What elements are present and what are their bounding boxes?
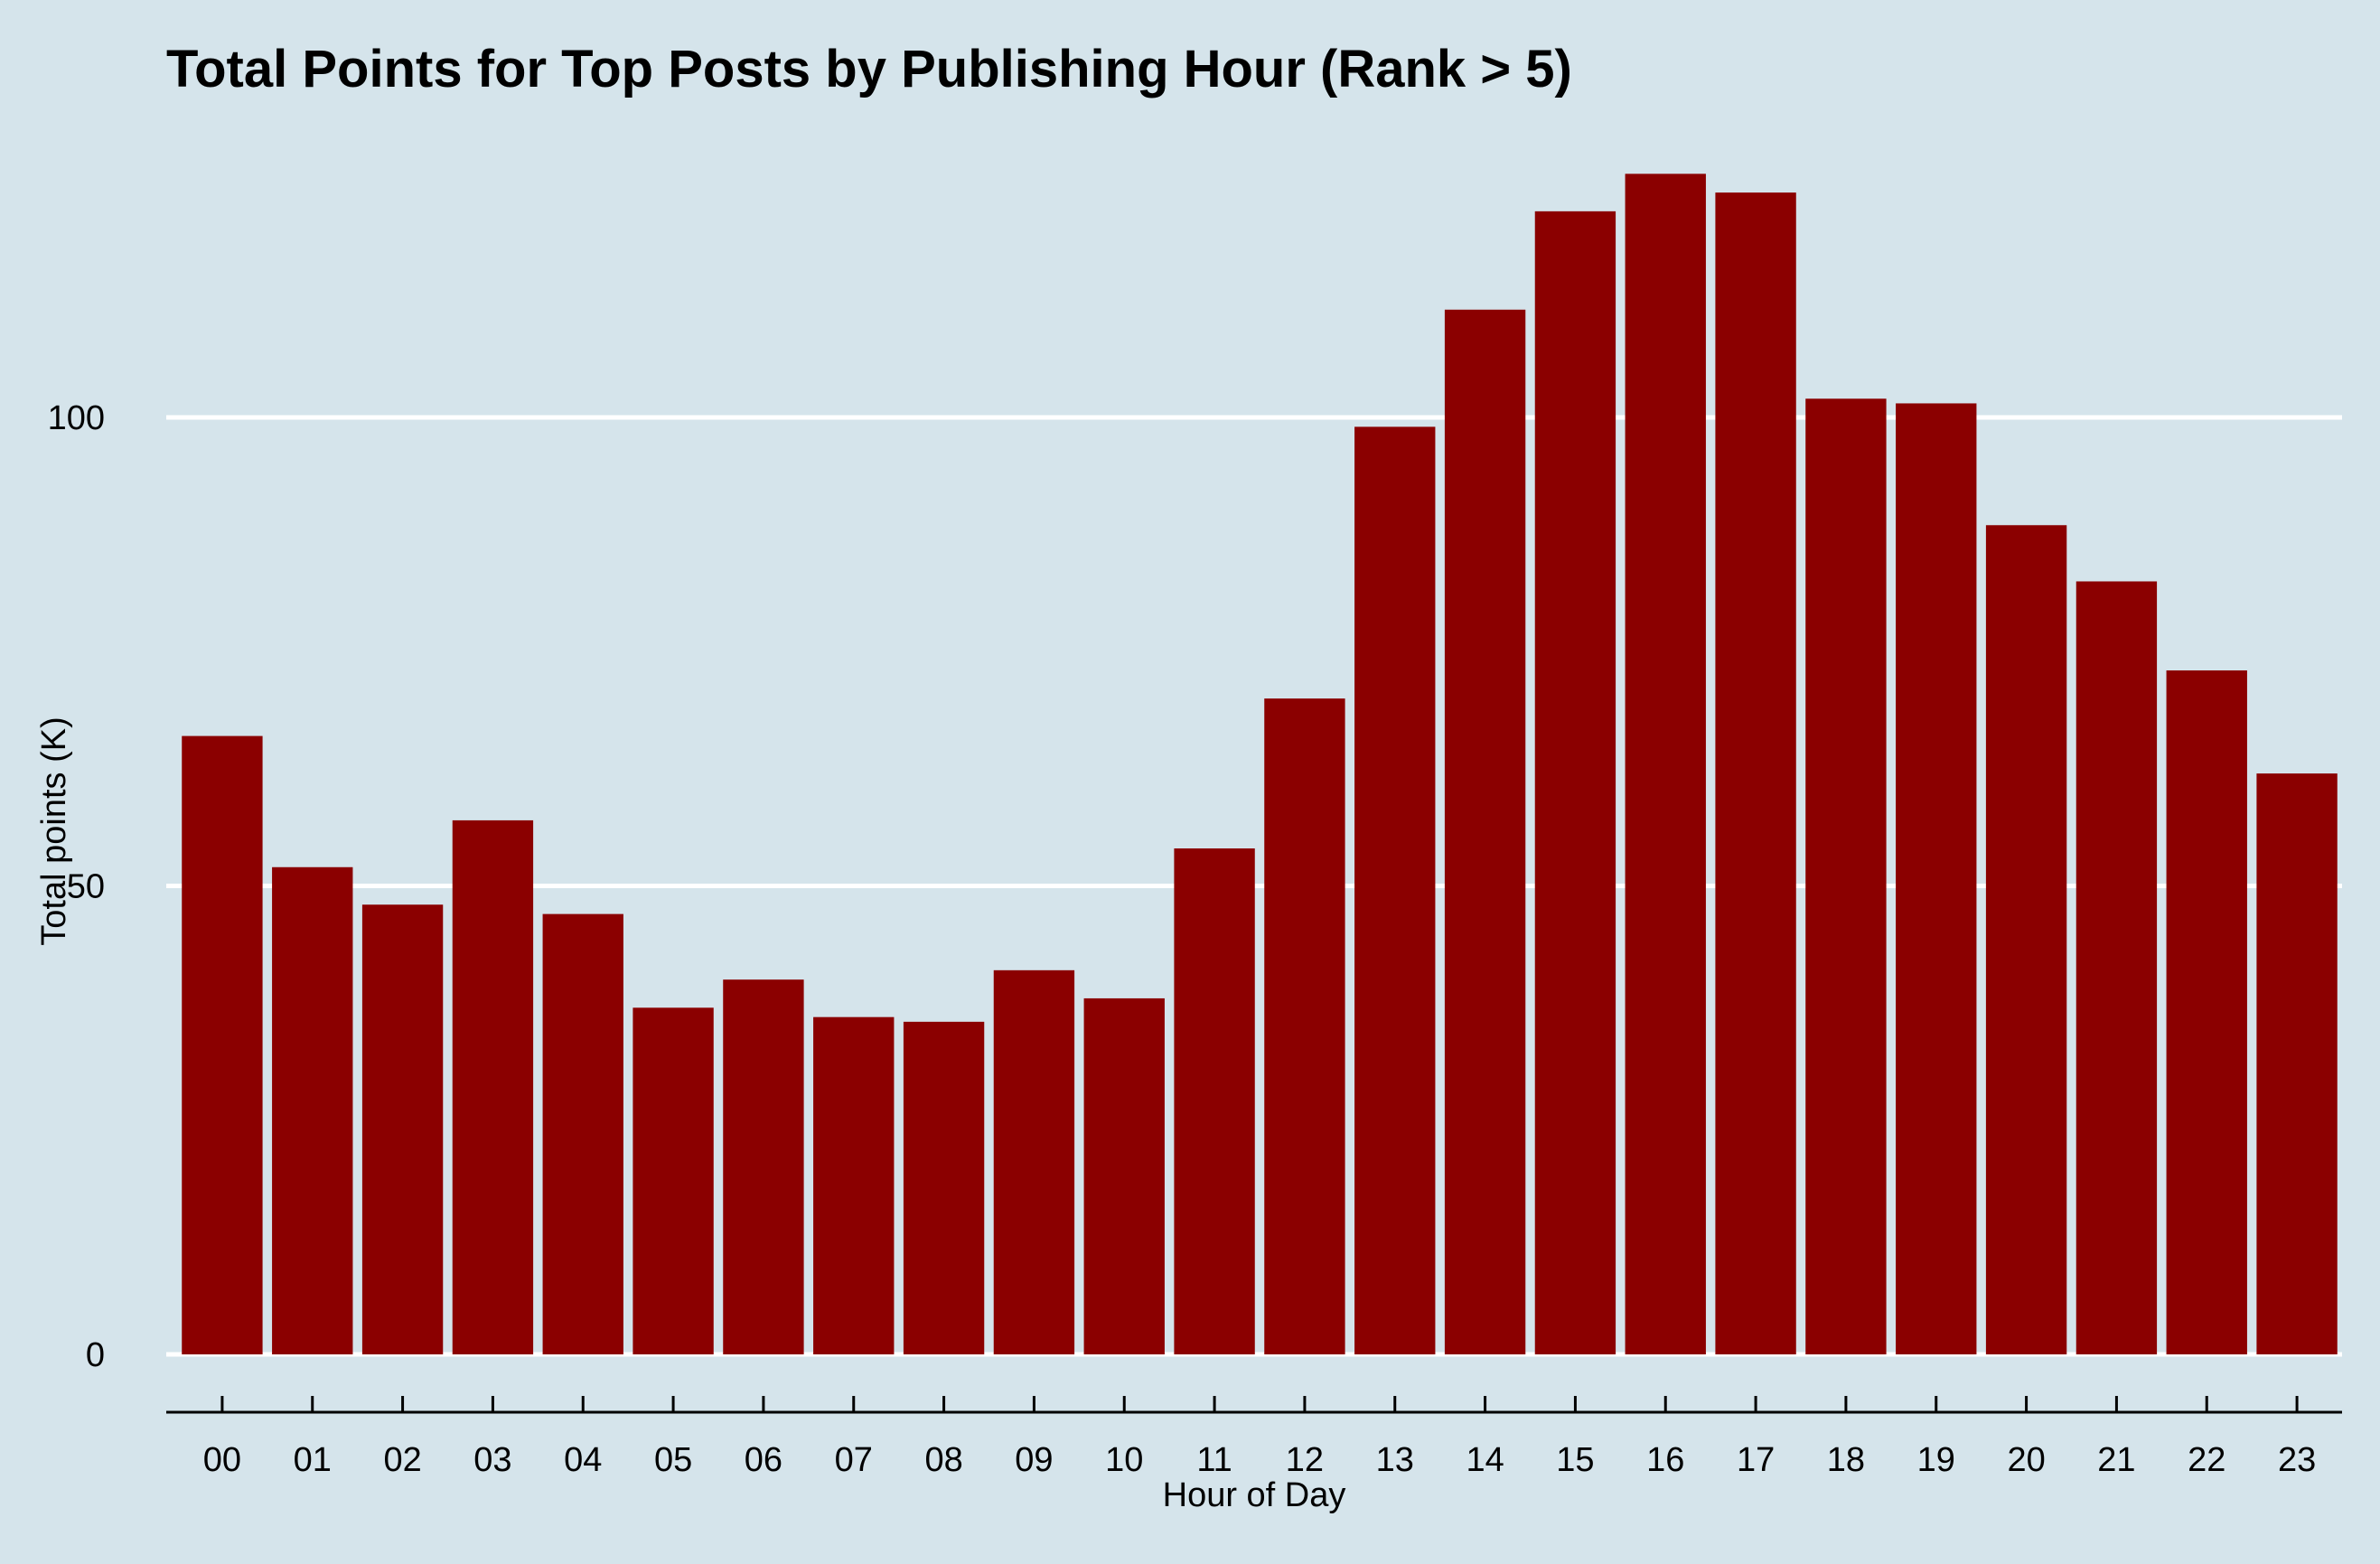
x-tick-label: 23 <box>2278 1441 2316 1479</box>
x-tick-label: 06 <box>745 1441 782 1479</box>
bar-hour-23 <box>2256 773 2338 1354</box>
x-tick-label: 05 <box>654 1441 692 1479</box>
bar-hour-00 <box>182 735 263 1354</box>
bar-hour-12 <box>1264 698 1345 1354</box>
bar-hour-13 <box>1354 426 1436 1354</box>
x-tick-label: 03 <box>473 1441 511 1479</box>
bar-hour-08 <box>903 1021 985 1354</box>
x-tick-label: 01 <box>294 1441 332 1479</box>
x-tick-label: 12 <box>1286 1441 1324 1479</box>
bar-hour-16 <box>1625 173 1706 1354</box>
x-tick-label: 19 <box>1917 1441 1955 1479</box>
x-tick-label: 07 <box>835 1441 873 1479</box>
bar-hour-02 <box>361 904 444 1354</box>
bar-hour-21 <box>2075 581 2158 1354</box>
y-axis-ticks: 0 50 100 <box>48 399 105 1374</box>
bar-hour-06 <box>723 979 804 1354</box>
bar-hour-04 <box>542 913 623 1354</box>
bar-hour-14 <box>1444 309 1526 1354</box>
chart-title: Total Points for Top Posts by Publishing… <box>166 40 1572 98</box>
bar-hour-11 <box>1174 848 1255 1354</box>
x-tick-label: 04 <box>564 1441 602 1479</box>
bar-hour-10 <box>1083 997 1165 1354</box>
bar-hour-22 <box>2166 670 2247 1354</box>
y-tick-label: 0 <box>86 1336 105 1374</box>
x-tick-label: 22 <box>2188 1441 2225 1479</box>
bar-hour-05 <box>632 1007 714 1354</box>
bar-hour-15 <box>1534 211 1616 1355</box>
bar-hour-07 <box>813 1016 895 1354</box>
bar-hour-20 <box>1985 525 2067 1354</box>
x-tick-label: 13 <box>1376 1441 1414 1479</box>
bar-hour-09 <box>993 969 1075 1354</box>
x-axis: 00 01 02 03 04 05 06 07 08 09 10 11 12 13 14 15 16 17 18 19… <box>166 1396 2342 1479</box>
x-tick-label: 14 <box>1466 1441 1504 1479</box>
x-tick-label: 08 <box>924 1441 962 1479</box>
x-tick-label: 02 <box>383 1441 421 1479</box>
y-tick-label: 50 <box>67 868 105 906</box>
x-tick-label: 18 <box>1827 1441 1865 1479</box>
x-tick-label: 09 <box>1015 1441 1053 1479</box>
bar-hour-01 <box>272 866 353 1354</box>
x-tick-label: 21 <box>2097 1441 2135 1479</box>
x-tick-label: 00 <box>203 1441 241 1479</box>
bar-hour-03 <box>452 819 534 1354</box>
x-tick-label: 20 <box>2007 1441 2045 1479</box>
bar-hour-19 <box>1896 403 1977 1354</box>
bar-hour-18 <box>1805 398 1887 1354</box>
x-tick-label: 17 <box>1737 1441 1775 1479</box>
x-tick-label: 10 <box>1105 1441 1143 1479</box>
bar-hour-17 <box>1715 192 1796 1354</box>
x-tick-label: 15 <box>1556 1441 1594 1479</box>
y-axis-title: Total points (K) <box>35 716 73 945</box>
y-tick-label: 100 <box>48 399 105 437</box>
x-tick-label: 11 <box>1196 1441 1232 1479</box>
x-axis-title: Hour of Day <box>1163 1476 1346 1514</box>
x-tick-label: 16 <box>1646 1441 1684 1479</box>
bars <box>182 173 2338 1355</box>
